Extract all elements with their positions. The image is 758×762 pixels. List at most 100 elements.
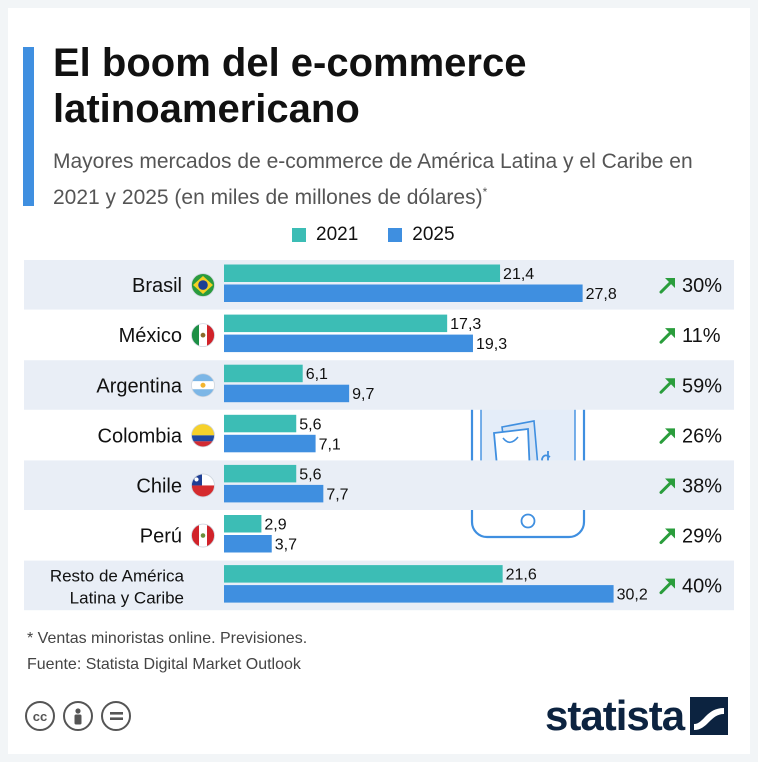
statista-logo[interactable]: statista bbox=[545, 692, 729, 740]
bar-argentina-2025 bbox=[224, 384, 350, 403]
bar-mexico-2021 bbox=[224, 314, 448, 333]
bar-chile-2021 bbox=[224, 464, 297, 483]
flag-outline bbox=[191, 373, 215, 398]
growth-arrow-icon bbox=[659, 578, 675, 595]
bar-value-label-argentina-2021: 6,1 bbox=[306, 366, 328, 383]
bar-resto-de-america-latina-y-caribe-2025 bbox=[224, 585, 614, 603]
flag-stripe-red bbox=[207, 323, 215, 347]
flag-sun bbox=[200, 382, 206, 388]
flag-star bbox=[194, 477, 199, 482]
flag-stripe-top bbox=[191, 373, 215, 382]
bar-value-label-chile-2021: 5,6 bbox=[299, 466, 321, 483]
brand-wordmark: statista bbox=[545, 692, 685, 739]
bar-peru-2021 bbox=[224, 515, 262, 533]
by-icon[interactable] bbox=[63, 701, 93, 731]
growth-arrow-icon bbox=[659, 278, 675, 294]
bar-value-label-brasil-2021: 21,4 bbox=[503, 266, 534, 283]
arrow-head bbox=[665, 528, 675, 539]
arrow-head bbox=[665, 378, 675, 389]
flag-stripe-red bbox=[191, 485, 215, 497]
growth-label-resto-de-america-latina-y-caribe: 40% bbox=[682, 576, 722, 598]
growth-arrow-icon bbox=[659, 528, 675, 545]
bar-value-label-chile-2025: 7,7 bbox=[326, 486, 348, 503]
growth-arrow-icon bbox=[659, 378, 675, 394]
arrow-head bbox=[665, 578, 675, 589]
growth-label-peru: 29% bbox=[682, 526, 722, 548]
arrow-head bbox=[665, 278, 675, 289]
bar-value-label-brasil-2025: 27,8 bbox=[586, 286, 617, 303]
category-label-colombia: Colombia bbox=[98, 425, 183, 447]
arrow-head bbox=[665, 478, 675, 489]
bar-value-label-mexico-2025: 19,3 bbox=[476, 336, 507, 353]
legend-label-2025: 2025 bbox=[412, 224, 455, 245]
flag-outline bbox=[191, 273, 215, 297]
growth-label-argentina: 59% bbox=[682, 375, 722, 397]
bar-value-label-resto-de-america-latina-y-caribe-2021: 21,6 bbox=[506, 567, 537, 584]
cc-icon[interactable]: cc bbox=[25, 701, 55, 731]
bar-brasil-2021 bbox=[224, 264, 501, 282]
legend-swatch-2025 bbox=[388, 228, 403, 242]
category-label-resto-de-america-latina-y-caribe-line-1: Resto de América bbox=[50, 567, 185, 586]
brazil-flag-icon bbox=[191, 273, 215, 297]
growth-arrow-icon bbox=[659, 478, 675, 494]
license-icons: cc bbox=[25, 701, 139, 731]
chart-title: El boom del e-commerce latinoamericano bbox=[53, 41, 527, 131]
bar-peru-2025 bbox=[224, 535, 272, 553]
peru-flag-icon bbox=[191, 524, 215, 548]
phone-home-button bbox=[520, 513, 536, 529]
nd-icon[interactable] bbox=[101, 701, 131, 731]
bar-value-label-colombia-2025: 7,1 bbox=[319, 436, 341, 453]
bar-chile-2025 bbox=[224, 484, 324, 503]
bar-mexico-2025 bbox=[224, 334, 473, 353]
growth-label-brasil: 30% bbox=[682, 275, 722, 297]
legend: 2021 2025 bbox=[292, 224, 485, 246]
arrow-head bbox=[665, 328, 675, 339]
category-label-chile: Chile bbox=[136, 475, 182, 497]
bar-value-label-mexico-2021: 17,3 bbox=[450, 316, 481, 333]
legend-item-2025: 2025 bbox=[388, 224, 455, 246]
flag-outline bbox=[191, 473, 215, 498]
flag-stripe-yellow bbox=[191, 423, 215, 436]
legend-item-2021: 2021 bbox=[292, 224, 358, 246]
flag-outline bbox=[191, 523, 215, 548]
legend-swatch-2021 bbox=[292, 228, 306, 242]
bar-colombia-2021 bbox=[224, 414, 297, 433]
statista-mark-icon bbox=[690, 697, 729, 735]
growth-arrow-icon bbox=[659, 328, 675, 344]
bar-value-label-peru-2025: 3,7 bbox=[275, 537, 297, 554]
flag-stripe-white bbox=[191, 473, 215, 486]
flag-stripe-red bbox=[191, 441, 215, 447]
subtitle-text: Mayores mercados de e-commerce de Améric… bbox=[53, 150, 693, 209]
footnote-note: * Ventas minoristas online. Previsiones. bbox=[27, 630, 308, 647]
category-label-brasil: Brasil bbox=[132, 275, 182, 297]
flag-stripe-left bbox=[191, 524, 199, 548]
arrow-head bbox=[665, 428, 675, 439]
category-label-resto-de-america-latina-y-caribe-line-2: Latina y Caribe bbox=[70, 589, 184, 608]
bar-value-label-peru-2021: 2,9 bbox=[264, 517, 286, 534]
bar-value-label-colombia-2021: 5,6 bbox=[299, 416, 321, 433]
bar-colombia-2025 bbox=[224, 434, 316, 453]
bar-value-label-argentina-2025: 9,7 bbox=[352, 386, 374, 403]
growth-arrow-icon bbox=[659, 428, 675, 444]
flag-globe bbox=[198, 280, 208, 290]
mexico-flag-icon bbox=[191, 323, 215, 347]
bar-resto-de-america-latina-y-caribe-2021 bbox=[224, 565, 503, 583]
subtitle-footnote-mark: * bbox=[482, 185, 488, 199]
flag-emblem bbox=[200, 332, 206, 338]
row-stripe bbox=[24, 360, 734, 410]
colombia-flag-icon bbox=[191, 423, 215, 447]
legend-label-2021: 2021 bbox=[316, 224, 359, 245]
flag-outline bbox=[191, 323, 215, 348]
source-line: Fuente: Statista Digital Market Outlook bbox=[27, 656, 301, 673]
flag-stripe-blue bbox=[191, 435, 215, 442]
category-label-argentina: Argentina bbox=[96, 375, 182, 397]
flag-stripe-green bbox=[191, 323, 199, 347]
flag-outline bbox=[191, 423, 215, 448]
bar-brasil-2025 bbox=[224, 284, 583, 302]
argentina-flag-icon bbox=[191, 373, 215, 397]
chile-flag-icon bbox=[191, 473, 215, 497]
flag-emblem bbox=[200, 533, 206, 538]
shopping-bag-handle bbox=[502, 436, 519, 444]
row-stripe bbox=[24, 460, 734, 510]
category-label-mexico: México bbox=[119, 325, 182, 347]
